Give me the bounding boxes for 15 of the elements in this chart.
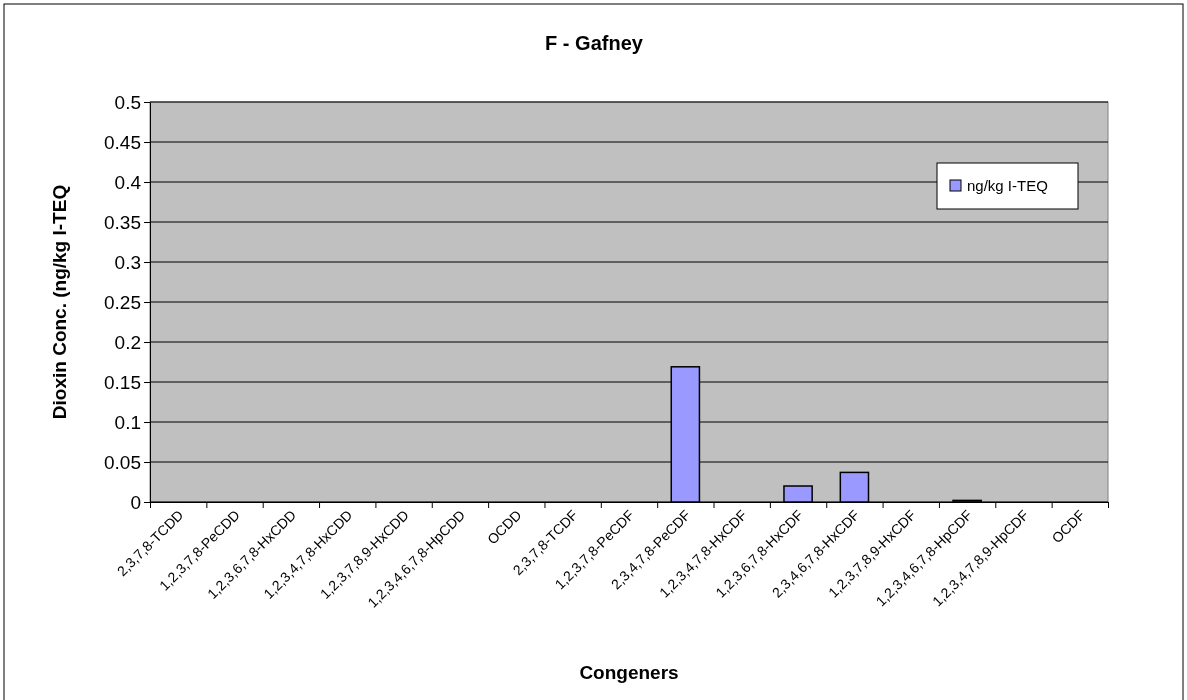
y-tick-label: 0.35 xyxy=(104,211,141,233)
legend-label: ng/kg I-TEQ xyxy=(967,177,1048,194)
y-tick-label: 0.2 xyxy=(114,331,141,353)
x-axis-title: Congeners xyxy=(579,662,679,683)
y-tick-label: 0 xyxy=(130,491,141,513)
y-tick-label: 0.3 xyxy=(114,251,141,273)
y-axis-title: Dioxin Conc. (ng/kg I-TEQ xyxy=(49,184,70,420)
y-tick-label: 0.1 xyxy=(114,411,141,433)
chart-title: F - Gafney xyxy=(545,32,644,54)
y-tick-label: 0.5 xyxy=(114,91,141,113)
y-tick-label: 0.05 xyxy=(104,451,141,473)
y-tick-label: 0.15 xyxy=(104,371,141,393)
y-tick-label: 0.45 xyxy=(104,131,141,153)
y-tick-label: 0.4 xyxy=(114,171,142,193)
y-tick-label: 0.25 xyxy=(104,291,141,313)
